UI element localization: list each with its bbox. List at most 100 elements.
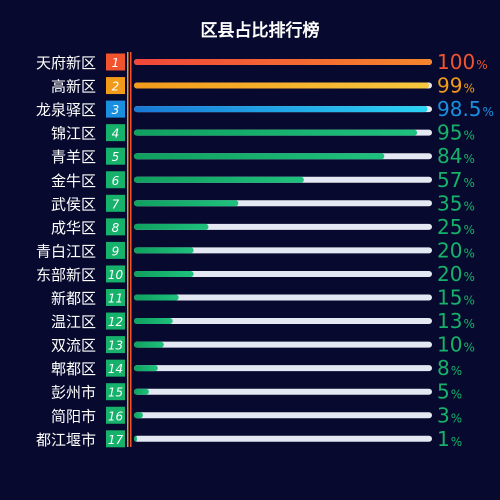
value-label: 20%	[437, 238, 475, 262]
rank-number: 16	[108, 409, 124, 423]
bar-row: 龙泉驿区 3 98.5%	[36, 97, 494, 121]
value-label: 95%	[437, 121, 475, 145]
bar-row: 温江区 12 13%	[51, 309, 475, 333]
bar-row: 金牛区 6 57%	[51, 168, 475, 192]
category-label: 高新区	[51, 78, 96, 96]
value-label: 5%	[437, 380, 462, 404]
category-label: 青羊区	[51, 148, 96, 166]
category-label: 郫都区	[51, 360, 96, 378]
bar-fill	[134, 270, 194, 277]
bar-row: 武侯区 7 35%	[51, 191, 475, 215]
bar-row: 锦江区 4 95%	[51, 121, 475, 145]
bar-fill	[134, 223, 209, 230]
rank-number: 13	[108, 339, 123, 353]
rank-number: 17	[108, 433, 124, 447]
bar-track	[134, 341, 432, 348]
category-label: 龙泉驿区	[36, 101, 96, 119]
value-label: 57%	[437, 168, 475, 192]
value-label: 10%	[437, 333, 475, 357]
value-label: 98.5%	[437, 97, 494, 121]
bar-row: 青羊区 5 84%	[51, 144, 475, 168]
value-label: 1%	[437, 427, 462, 451]
bar-fill	[134, 435, 137, 442]
bar-fill	[134, 153, 385, 160]
bar-row: 东部新区 10 20%	[36, 262, 475, 286]
bar-track	[134, 247, 432, 254]
rank-badge	[106, 430, 125, 448]
category-label: 锦江区	[51, 125, 96, 143]
bar-fill	[134, 247, 194, 254]
rank-badge	[106, 147, 125, 165]
bar-row: 都江堰市 17 1%	[36, 427, 462, 451]
rank-badge	[106, 359, 125, 377]
rank-badge	[106, 77, 125, 95]
value-label: 25%	[437, 215, 475, 239]
rank-number: 2	[112, 80, 120, 94]
rank-number: 8	[112, 221, 120, 235]
value-label: 99%	[437, 74, 475, 98]
bar-fill	[134, 129, 418, 136]
value-label: 8%	[437, 356, 462, 380]
bar-fill	[134, 388, 149, 395]
bar-track	[134, 223, 432, 230]
bar-fill	[134, 294, 179, 301]
rank-badge	[106, 124, 125, 142]
bar-row: 双流区 13 10%	[51, 333, 475, 357]
category-label: 都江堰市	[36, 431, 96, 449]
value-label: 35%	[437, 191, 475, 215]
bar-row: 彭州市 15 5%	[51, 380, 462, 404]
bar-row: 郫都区 14 8%	[51, 356, 462, 380]
bar-fill	[134, 106, 428, 113]
rank-number: 12	[108, 315, 123, 329]
bar-fill	[134, 318, 173, 325]
rank-badge	[106, 383, 125, 401]
category-label: 金牛区	[51, 172, 96, 190]
bar-row: 青白江区 9 20%	[36, 238, 475, 262]
category-label: 天府新区	[36, 54, 96, 72]
rank-badge	[106, 171, 125, 189]
rank-number: 1	[112, 56, 120, 70]
rank-number: 11	[108, 292, 123, 306]
rank-badge	[106, 312, 125, 330]
bar-fill	[134, 412, 143, 419]
bar-fill	[134, 365, 158, 372]
bar-track	[134, 270, 432, 277]
category-label: 彭州市	[51, 384, 96, 402]
category-label: 青白江区	[36, 242, 96, 260]
rank-badge	[106, 265, 125, 283]
bar-rows: 天府新区 1 100% 高新区 2 99%龙泉驿区 3 98.5%锦江区 4 95% 青羊区 5 84%…	[36, 50, 494, 451]
bar-fill	[134, 200, 239, 207]
rank-number: 9	[112, 244, 120, 258]
category-label: 武侯区	[51, 195, 96, 213]
rank-badge	[106, 406, 125, 424]
bar-track	[134, 294, 432, 301]
category-label: 简阳市	[51, 407, 96, 425]
value-label: 100%	[437, 50, 488, 74]
divider-line-outer	[127, 52, 129, 447]
value-label: 15%	[437, 286, 475, 310]
category-label: 东部新区	[36, 266, 96, 284]
value-label: 13%	[437, 309, 475, 333]
rank-badge	[106, 100, 125, 118]
bar-row: 新都区 11 15%	[51, 286, 475, 310]
rank-number: 10	[108, 268, 124, 282]
rank-number: 7	[112, 197, 120, 211]
chart-title: 区县占比排行榜	[201, 20, 320, 41]
divider-line-inner	[130, 52, 132, 447]
rank-badge	[106, 218, 125, 236]
bar-track	[134, 318, 432, 325]
rank-badge	[106, 336, 125, 354]
category-label: 温江区	[51, 313, 96, 331]
bar-row: 高新区 2 99%	[51, 74, 475, 98]
rank-number: 6	[112, 174, 120, 188]
bar-row: 简阳市 16 3%	[51, 403, 462, 427]
bar-track	[134, 365, 432, 372]
rank-badge	[106, 241, 125, 259]
rank-number: 5	[112, 150, 120, 164]
value-label: 84%	[437, 144, 475, 168]
bar-track	[134, 388, 432, 395]
rank-number: 15	[108, 386, 123, 400]
category-label: 新都区	[51, 290, 96, 308]
bar-row: 天府新区 1 100%	[36, 50, 488, 74]
